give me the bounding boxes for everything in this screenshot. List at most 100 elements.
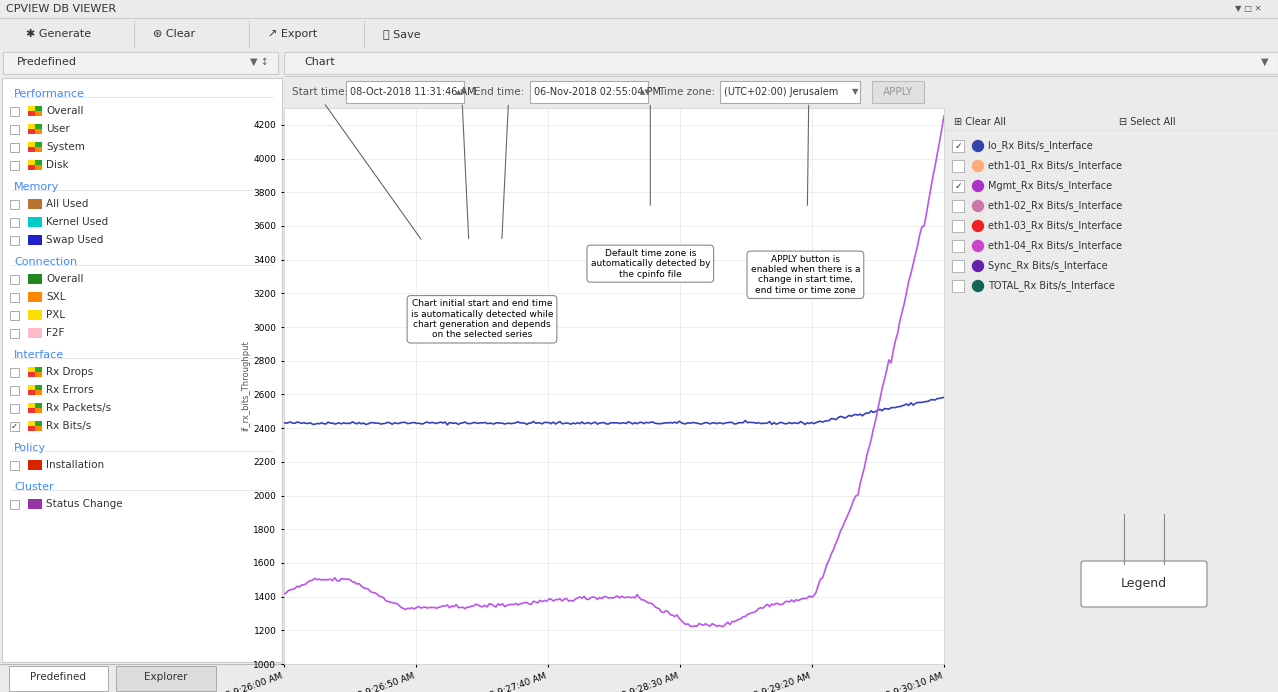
FancyBboxPatch shape xyxy=(28,292,42,302)
FancyBboxPatch shape xyxy=(28,499,42,509)
FancyBboxPatch shape xyxy=(28,124,35,129)
FancyBboxPatch shape xyxy=(35,129,42,134)
FancyBboxPatch shape xyxy=(346,81,464,103)
Text: ▼: ▼ xyxy=(852,87,859,96)
Text: Rx Bits/s: Rx Bits/s xyxy=(46,421,91,431)
Text: Overall: Overall xyxy=(46,274,83,284)
Text: ▲▼: ▲▼ xyxy=(640,89,651,95)
Text: ✓: ✓ xyxy=(955,141,962,150)
Text: Legend: Legend xyxy=(1121,578,1167,590)
Text: Performance: Performance xyxy=(14,89,84,99)
FancyBboxPatch shape xyxy=(35,390,42,395)
Text: F2F: F2F xyxy=(46,328,64,338)
FancyBboxPatch shape xyxy=(530,81,648,103)
FancyBboxPatch shape xyxy=(3,78,282,662)
Text: SXL: SXL xyxy=(46,292,65,302)
FancyBboxPatch shape xyxy=(116,666,216,691)
Text: Predefined: Predefined xyxy=(17,57,77,66)
Text: Sync_Rx Bits/s_Interface: Sync_Rx Bits/s_Interface xyxy=(988,261,1108,271)
Text: 💾 Save: 💾 Save xyxy=(383,29,420,39)
FancyBboxPatch shape xyxy=(35,372,42,377)
FancyBboxPatch shape xyxy=(28,111,35,116)
Text: eth1-01_Rx Bits/s_Interface: eth1-01_Rx Bits/s_Interface xyxy=(988,161,1122,172)
Text: Predefined: Predefined xyxy=(31,673,86,682)
Circle shape xyxy=(973,241,984,251)
Text: ⊞ Clear All: ⊞ Clear All xyxy=(953,117,1006,127)
FancyBboxPatch shape xyxy=(28,403,35,408)
FancyBboxPatch shape xyxy=(28,106,35,111)
FancyBboxPatch shape xyxy=(10,421,19,430)
Text: Connection: Connection xyxy=(14,257,77,267)
FancyBboxPatch shape xyxy=(872,81,924,103)
Text: Disk: Disk xyxy=(46,160,69,170)
Text: TOTAL_Rx Bits/s_Interface: TOTAL_Rx Bits/s_Interface xyxy=(988,280,1114,291)
FancyBboxPatch shape xyxy=(3,52,279,74)
Text: User: User xyxy=(46,124,70,134)
FancyBboxPatch shape xyxy=(35,124,42,129)
Text: (UTC+02:00) Jerusalem: (UTC+02:00) Jerusalem xyxy=(725,87,838,97)
FancyBboxPatch shape xyxy=(28,199,42,209)
Text: Cluster: Cluster xyxy=(14,482,54,492)
FancyBboxPatch shape xyxy=(35,408,42,413)
FancyBboxPatch shape xyxy=(952,140,964,152)
FancyBboxPatch shape xyxy=(10,460,19,469)
FancyBboxPatch shape xyxy=(10,403,19,412)
FancyBboxPatch shape xyxy=(35,111,42,116)
Text: Chart: Chart xyxy=(304,57,335,66)
FancyBboxPatch shape xyxy=(35,142,42,147)
FancyBboxPatch shape xyxy=(28,390,35,395)
FancyBboxPatch shape xyxy=(952,180,964,192)
FancyBboxPatch shape xyxy=(28,147,35,152)
Text: ⊟ Select All: ⊟ Select All xyxy=(1120,117,1176,127)
Text: lo_Rx Bits/s_Interface: lo_Rx Bits/s_Interface xyxy=(988,140,1093,152)
FancyBboxPatch shape xyxy=(28,328,42,338)
FancyBboxPatch shape xyxy=(10,125,19,134)
Circle shape xyxy=(973,140,984,152)
FancyBboxPatch shape xyxy=(28,421,35,426)
Text: CPVIEW DB VIEWER: CPVIEW DB VIEWER xyxy=(6,4,116,14)
FancyBboxPatch shape xyxy=(28,460,42,470)
Text: APPLY button is
enabled when there is a
change in start time,
end time or time z: APPLY button is enabled when there is a … xyxy=(750,255,860,295)
Text: Explorer: Explorer xyxy=(144,673,188,682)
FancyBboxPatch shape xyxy=(284,52,1278,74)
FancyBboxPatch shape xyxy=(28,372,35,377)
Y-axis label: if_rx_bits_Throughput: if_rx_bits_Throughput xyxy=(242,340,250,431)
FancyBboxPatch shape xyxy=(35,106,42,111)
Text: Chart initial start and end time
is automatically detected while
chart generatio: Chart initial start and end time is auto… xyxy=(410,299,553,339)
FancyBboxPatch shape xyxy=(28,129,35,134)
Text: System: System xyxy=(46,142,84,152)
Text: ✓: ✓ xyxy=(955,181,962,190)
FancyBboxPatch shape xyxy=(9,666,107,691)
FancyBboxPatch shape xyxy=(10,367,19,376)
Text: Kernel Used: Kernel Used xyxy=(46,217,109,227)
Circle shape xyxy=(973,221,984,232)
FancyBboxPatch shape xyxy=(952,220,964,232)
Text: Time zone:: Time zone: xyxy=(658,87,716,97)
FancyBboxPatch shape xyxy=(10,161,19,170)
Text: ✱ Generate: ✱ Generate xyxy=(26,29,91,39)
FancyBboxPatch shape xyxy=(28,408,35,413)
FancyBboxPatch shape xyxy=(952,200,964,212)
Text: ✓: ✓ xyxy=(12,421,18,430)
FancyBboxPatch shape xyxy=(35,403,42,408)
Text: ▼ □ ✕: ▼ □ ✕ xyxy=(1235,5,1261,14)
FancyBboxPatch shape xyxy=(10,107,19,116)
Text: Default time zone is
automatically detected by
the cpinfo file: Default time zone is automatically detec… xyxy=(590,249,711,279)
FancyBboxPatch shape xyxy=(10,199,19,208)
FancyBboxPatch shape xyxy=(10,143,19,152)
Text: Interface: Interface xyxy=(14,350,64,360)
FancyBboxPatch shape xyxy=(10,385,19,394)
Text: eth1-03_Rx Bits/s_Interface: eth1-03_Rx Bits/s_Interface xyxy=(988,221,1122,231)
Text: ▼: ▼ xyxy=(1260,57,1268,66)
Text: Policy: Policy xyxy=(14,443,46,453)
FancyBboxPatch shape xyxy=(952,240,964,252)
Text: eth1-04_Rx Bits/s_Interface: eth1-04_Rx Bits/s_Interface xyxy=(988,241,1122,251)
FancyBboxPatch shape xyxy=(35,385,42,390)
FancyBboxPatch shape xyxy=(10,311,19,320)
Text: eth1-02_Rx Bits/s_Interface: eth1-02_Rx Bits/s_Interface xyxy=(988,201,1122,212)
Text: Installation: Installation xyxy=(46,460,104,470)
FancyBboxPatch shape xyxy=(28,142,35,147)
Text: Overall: Overall xyxy=(46,106,83,116)
FancyBboxPatch shape xyxy=(10,293,19,302)
FancyBboxPatch shape xyxy=(35,421,42,426)
